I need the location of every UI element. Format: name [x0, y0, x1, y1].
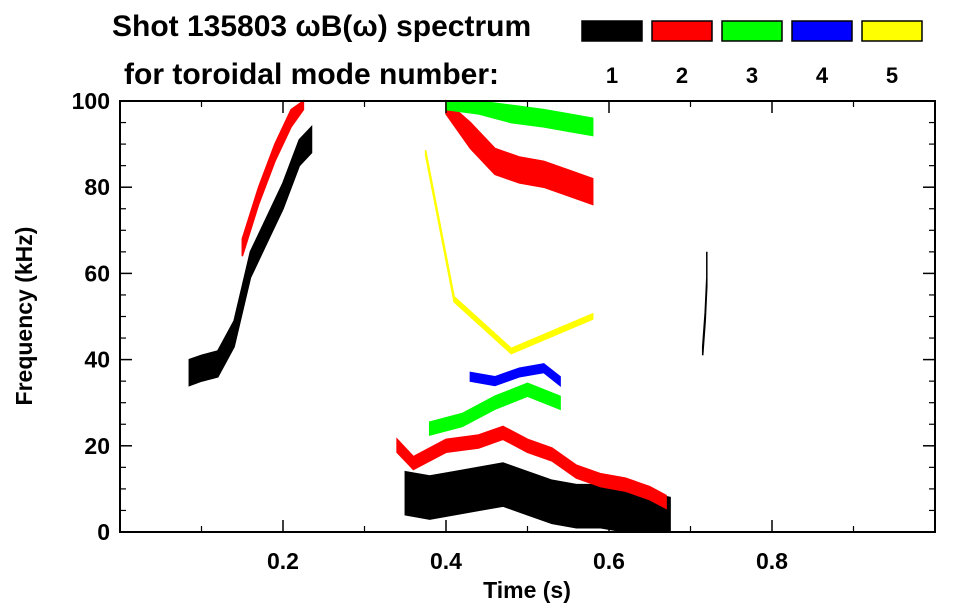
- mode-3-ridge-2: [428, 382, 561, 436]
- legend-label-1: 1: [606, 63, 618, 88]
- mode-2-ridge-1: [241, 99, 305, 257]
- legend-swatch-3: [721, 20, 783, 42]
- mode-2-ridge-3: [445, 99, 594, 206]
- y-tick-label: 20: [84, 433, 110, 459]
- y-axis-title: Frequency (kHz): [11, 227, 37, 406]
- legend-swatch-1: [581, 20, 643, 42]
- mode-5-ridge-1: [424, 149, 594, 355]
- mode-3-ridge-1: [445, 100, 594, 137]
- legend-label-2: 2: [676, 63, 688, 88]
- y-tick-label: 80: [84, 174, 110, 200]
- x-tick-label: 0.2: [267, 548, 299, 574]
- x-tick-label: 0.6: [593, 548, 625, 574]
- x-axis-title: Time (s): [483, 577, 571, 603]
- chart-title: Shot 135803 ωB(ω) spectrum: [112, 10, 531, 43]
- y-tick-label: 0: [97, 519, 110, 545]
- legend: 1 2 3 4 5: [581, 20, 923, 88]
- chart-subtitle: for toroidal mode number:: [124, 58, 499, 91]
- mode-1-ridge-3: [701, 251, 708, 356]
- y-tick-label: 40: [84, 347, 110, 373]
- legend-swatch-4: [791, 20, 853, 42]
- legend-label-4: 4: [816, 63, 829, 88]
- y-tick-label: 100: [72, 88, 110, 114]
- x-tick-label: 0.8: [756, 548, 788, 574]
- plot-area: [188, 99, 708, 533]
- mode-1-ridge-1: [188, 125, 313, 387]
- mode-2-ridge-2: [396, 425, 667, 510]
- legend-swatch-2: [651, 20, 713, 42]
- mode-4-ridge-1: [469, 363, 561, 388]
- legend-swatch-5: [861, 20, 923, 42]
- y-tick-label: 60: [84, 260, 110, 286]
- x-tick-label: 0.4: [430, 548, 462, 574]
- axes: 0.2 0.4 0.6 0.8 0 20 40 60 80 100: [72, 88, 936, 574]
- legend-label-3: 3: [746, 63, 758, 88]
- mode-1-ridge-2: [404, 462, 671, 533]
- legend-label-5: 5: [886, 63, 898, 88]
